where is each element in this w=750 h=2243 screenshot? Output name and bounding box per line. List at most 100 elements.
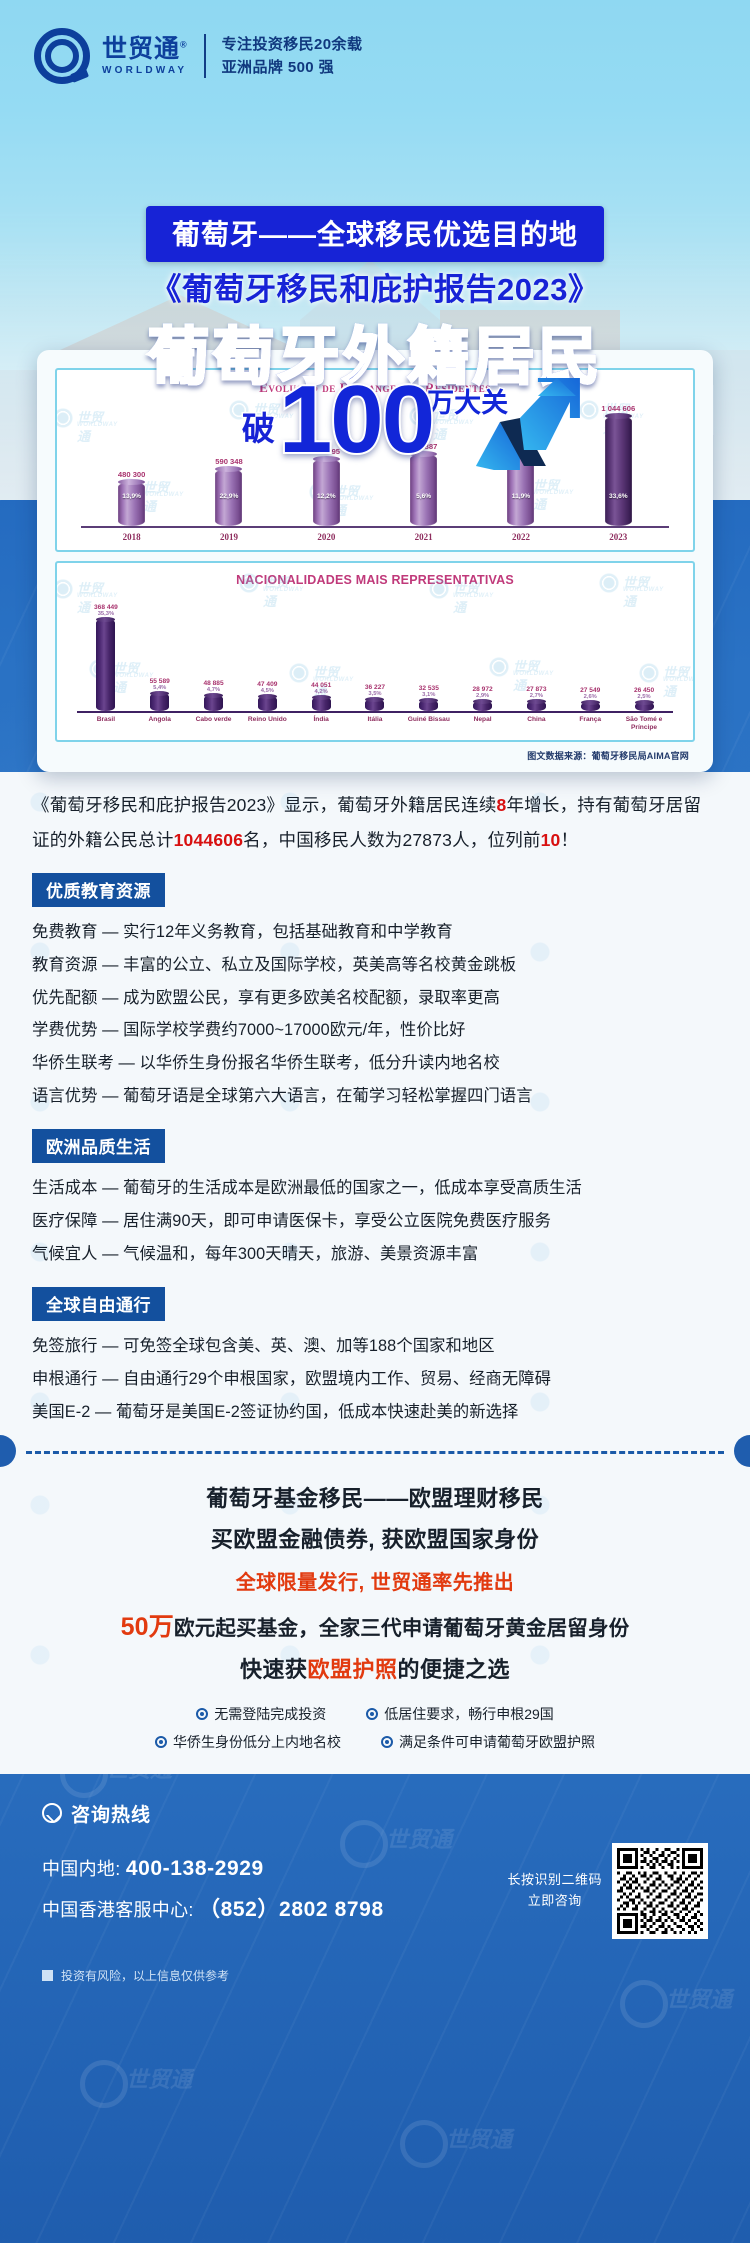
bar-group: 36 227 3,5%: [348, 591, 402, 711]
qr-caption-line-2: 立即咨询: [527, 1892, 582, 1908]
x-tick-label: Índia: [313, 716, 329, 723]
bar: [365, 696, 385, 711]
hero-break-word: 破: [240, 409, 276, 449]
chart-axis-line: [81, 526, 669, 528]
bar-group: 590 348 22,9%: [206, 400, 252, 526]
qr-code[interactable]: [612, 1842, 708, 1939]
chart-plot-area: 368 449 35,3% 55 589 5,4% 48 885 4,7% 47…: [69, 591, 681, 711]
education-line-1: 免费教育 — 实行12年义务教育，包括基础教育和中学教育: [32, 922, 453, 941]
fund-promo-block: 葡萄牙基金移民——欧盟理财移民 买欧盟金融债券, 获欧盟国家身份 全球限量发行,…: [0, 1474, 750, 1774]
fund-bullets: 无需登陆完成投资 低居住要求，畅行申根29国 华侨生身份低分上内地名校 满足条件…: [30, 1704, 720, 1752]
intro-highlight-rank: 10: [540, 829, 561, 850]
contact-hk-label: 中国香港客服中心:: [42, 1899, 194, 1920]
travel-line-1: 免签旅行 — 可免签全球包含美、英、澳、加等188个国家和地区: [32, 1336, 495, 1355]
x-tick-label: Reino Unido: [247, 716, 287, 723]
bar-group: 27 873 2,7%: [510, 591, 564, 711]
bar-group: 26 450 2,5%: [617, 591, 671, 711]
bar: 13,9%: [118, 479, 146, 526]
intro-part-1: 《葡萄牙移民和庇护报告2023》显示，葡萄牙外籍居民连续: [32, 795, 497, 816]
contact-hk-value[interactable]: （852）2802 8798: [199, 1897, 384, 1921]
divider-notch-left: [0, 1434, 16, 1467]
intro-part-2: 年增长，持有葡萄牙居留证的外籍公民总计: [32, 795, 702, 850]
x-tick-label: Brasil: [96, 716, 116, 723]
x-tick-label: 2022: [511, 532, 530, 542]
bar-growth-label: 11,9%: [511, 493, 531, 500]
bullet-dot-icon: [196, 1707, 209, 1720]
x-tick-label: Guiné Bissau: [407, 716, 450, 723]
travel-line-2: 申根通行 — 自由通行29个申根国家，欧盟境内工作、贸易、经商无障碍: [32, 1369, 551, 1388]
brand-name-cn: 世贸通: [102, 34, 181, 63]
contact-mainland-label: 中国内地:: [42, 1858, 121, 1879]
qr-area: 长按识别二维码 立即咨询: [507, 1842, 708, 1939]
bar: [419, 697, 439, 711]
bar: [311, 694, 331, 711]
education-line-5: 华侨生联考 — 以华侨生身份报名华侨生联考，低分升读内地名校: [32, 1054, 500, 1073]
bar-group: 47 409 4,5%: [240, 591, 294, 711]
bar-pct-label: 2,5%: [637, 694, 651, 700]
x-tick-label: São Tomé e Príncipe: [625, 716, 663, 732]
section-title-education: 优质教育资源: [32, 872, 165, 907]
bar-value-label: 27 873: [526, 686, 547, 693]
bar-group: 698 887 5,6%: [401, 400, 447, 526]
lifestyle-line-2: 医疗保障 — 居住满90天，即可申请医保卡，享受公立医院免费医疗服务: [32, 1212, 551, 1231]
phone-icon: [42, 1803, 62, 1824]
bar: 33,6%: [604, 413, 632, 526]
bar-pct-label: 4,2%: [314, 689, 328, 695]
intro-highlight-years: 8: [496, 795, 507, 816]
education-line-4: 学费优势 — 国际学校学费约7000~17000欧元/年，性价比好: [32, 1021, 466, 1040]
x-tick-label: Cabo verde: [195, 716, 232, 723]
bar-value-label: 28 972: [472, 686, 493, 693]
hero-unit: 万大关: [426, 387, 510, 420]
bar: [526, 698, 546, 711]
fund-line-2: 买欧盟金融债券, 获欧盟国家身份: [210, 1526, 540, 1552]
bar-group: 44 051 4,2%: [294, 591, 348, 711]
fund-bullet-row: 华侨生身份低分上内地名校 满足条件可申请葡萄牙欧盟护照: [155, 1732, 595, 1752]
x-tick-label: Angola: [148, 716, 171, 723]
bar-value-label: 1 044 606: [601, 404, 636, 413]
fund-line-1: 葡萄牙基金移民——欧盟理财移民: [206, 1485, 544, 1511]
bar-pct-label: 4,7%: [206, 687, 221, 693]
fund-bullet-3: 华侨生身份低分上内地名校: [155, 1732, 341, 1752]
contact-numbers: 中国内地: 400-138-2929 中国香港客服中心: （852）2802 8…: [42, 1843, 384, 1923]
fund-line-3: 全球限量发行, 世贸通率先推出: [235, 1571, 515, 1594]
bar-group: 32 535 3,1%: [402, 591, 456, 711]
bar-pct-label: 3,5%: [368, 691, 382, 697]
bar-value-label: 368 449: [93, 604, 118, 611]
fund-line-4: 50万欧元起买基金，全家三代申请葡萄牙黄金居留身份: [30, 1607, 720, 1643]
registered-mark: ®: [180, 39, 188, 50]
bar: [204, 692, 224, 711]
hero-band-title: 葡萄牙——全球移民优选目的地: [145, 206, 605, 262]
contact-hk[interactable]: 中国香港客服中心: （852）2802 8798: [42, 1893, 384, 1923]
fund-bullet-2-label: 低居住要求，畅行申根29国: [384, 1705, 554, 1722]
fund-bullet-4-label: 满足条件可申请葡萄牙欧盟护照: [399, 1733, 595, 1750]
footer-text: 投资有风险，以上信息仅供参考: [61, 1968, 230, 1983]
chart-nacionalidades: NACIONALIDADES MAIS REPRESENTATIVAS 368 …: [55, 561, 695, 743]
intro-part-4: ！: [560, 829, 579, 850]
bar-group: 480 300 13,9%: [109, 400, 155, 526]
bar-growth-label: 33,6%: [608, 493, 628, 500]
contact-heading-label: 咨询热线: [71, 1804, 152, 1826]
x-tick-label: Itália: [367, 716, 383, 723]
contact-mainland-value[interactable]: 400-138-2929: [125, 1856, 264, 1880]
brand-name-en: WORLDWAY: [102, 64, 188, 76]
bar: [580, 699, 600, 711]
bar: 5,6%: [410, 451, 438, 526]
contact-mainland[interactable]: 中国内地: 400-138-2929: [42, 1855, 384, 1881]
bar-pct-label: 2,6%: [583, 694, 597, 700]
bar: 22,9%: [215, 466, 243, 526]
x-tick-label: Nepal: [473, 716, 492, 723]
fund-passport-highlight: 欧盟护照: [307, 1656, 398, 1682]
x-tick-label: 2019: [219, 532, 238, 542]
bar-growth-label: 12,2%: [316, 493, 336, 500]
bar-growth-label: 13,9%: [122, 493, 142, 500]
bar-value-label: 47 409: [257, 681, 278, 688]
contact-block: 咨询热线 中国内地: 400-138-2929 中国香港客服中心: （852）2…: [0, 1774, 750, 1957]
bar-group: 1 044 606 33,6%: [595, 400, 641, 526]
x-tick-label: 2020: [317, 532, 336, 542]
fund-bullet-3-label: 华侨生身份低分上内地名校: [173, 1733, 341, 1750]
content-sheet: 《葡萄牙移民和庇护报告2023》显示，葡萄牙外籍居民连续8年增长，持有葡萄牙居留…: [0, 772, 750, 1429]
fund-bullet-row: 无需登陆完成投资 低居住要求，畅行申根29国: [196, 1704, 554, 1724]
brand-name: 世贸通® WORLDWAY: [102, 34, 188, 76]
bar-value-label: 36 227: [364, 684, 386, 691]
chart-x-labels: Brasil Angola Cabo verde Reino Unido Índ…: [69, 713, 681, 732]
